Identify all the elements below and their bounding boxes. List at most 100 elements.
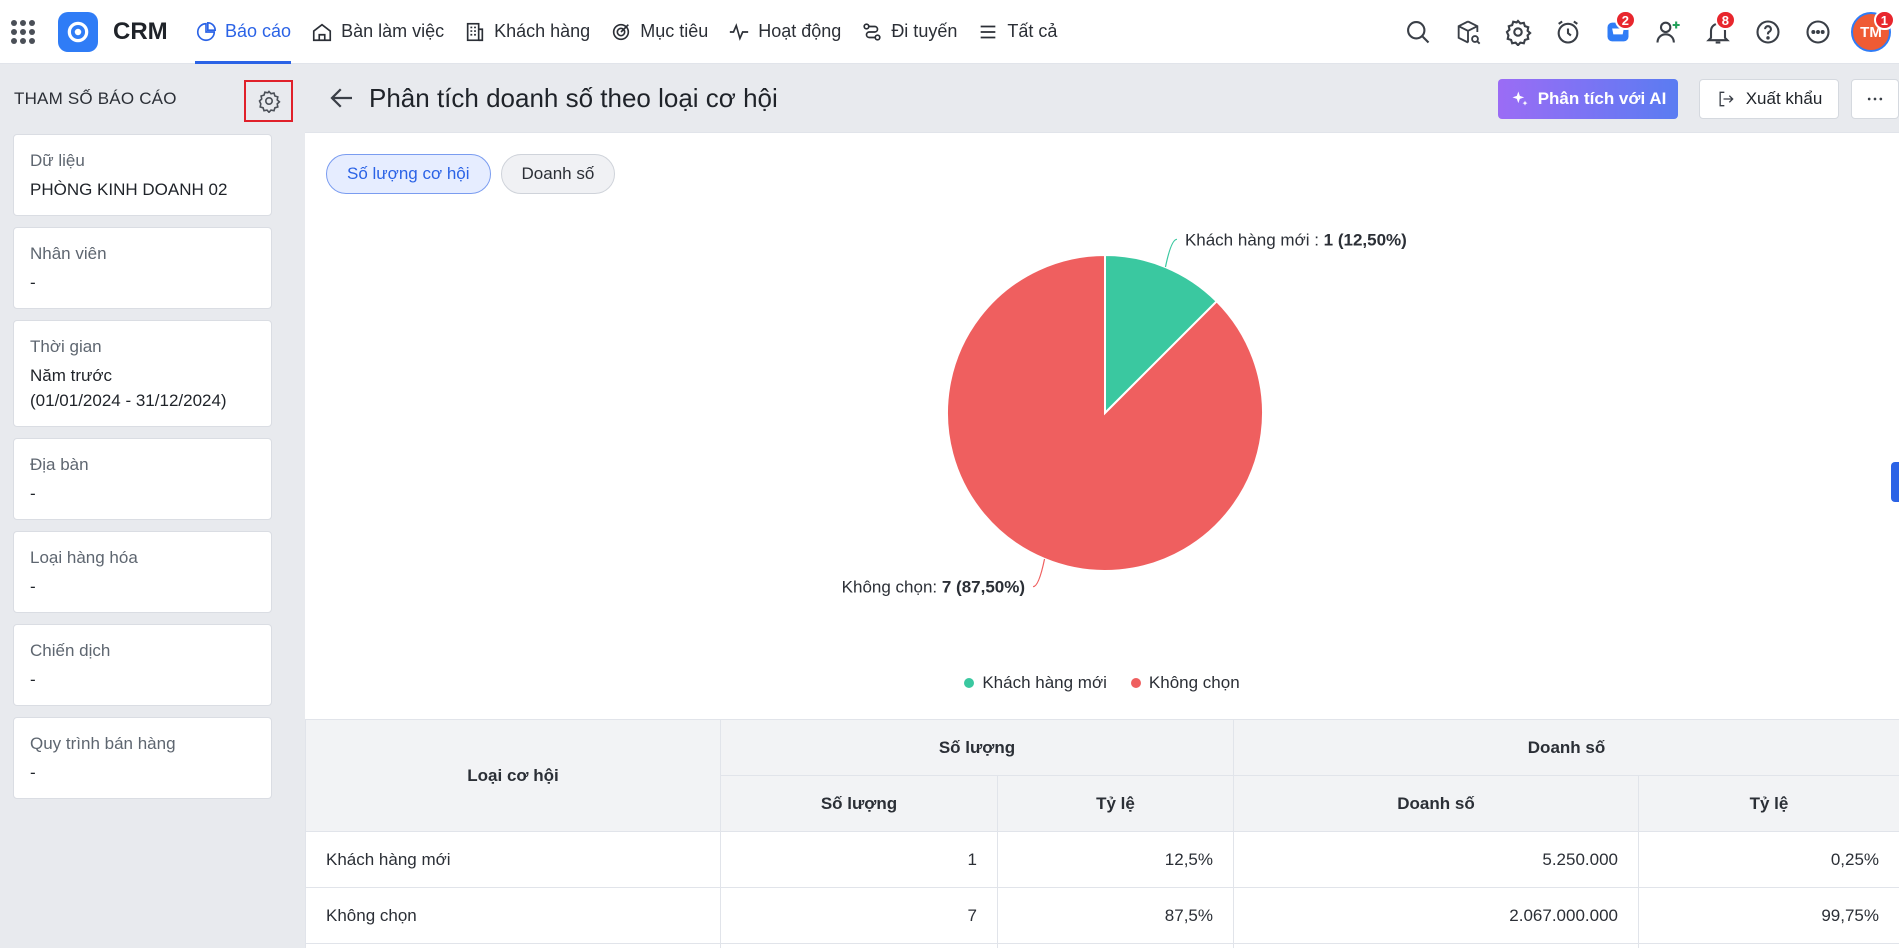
user-menu[interactable]: TM 1 [1843,0,1899,64]
legend-item-new-customer[interactable]: Khách hàng mới [964,673,1107,693]
export-icon [1719,91,1734,107]
brand-name: CRM [113,17,168,45]
nav-item-customers[interactable]: Khách hàng [454,0,600,64]
cell-quantity: 1 [720,831,998,888]
reminder-button[interactable] [1543,0,1593,64]
param-value: PHÒNG KINH DOANH 02 [30,180,228,199]
add-user-icon [1656,21,1680,43]
param-card-sales-process[interactable]: Quy trình bán hàng - [13,717,272,799]
param-value: - [30,273,36,292]
table-row[interactable]: Khách hàng mới 1 12,5% 5.250.000 0,25% [305,831,1899,888]
ai-button-label: Phân tích với AI [1537,89,1667,108]
main-nav: Báo cáo Bàn làm việc Khách hàng Mục tiêu… [185,0,1067,64]
param-label: Quy trình bán hàng [30,734,176,753]
search-icon [1407,21,1430,44]
nav-item-targets[interactable]: Mục tiêu [600,0,718,64]
app-launcher-icon[interactable] [11,19,35,44]
pie-leader-line [1164,238,1178,268]
avatar-badge: 1 [1873,10,1895,30]
cell-revenue-ratio: 0,25% [1637,831,1899,888]
sparkle-icon [1512,91,1528,106]
notifications-button[interactable]: 8 [1693,0,1743,64]
more-apps-button[interactable] [1793,0,1843,64]
param-label: Loại hàng hóa [30,548,138,567]
nav-label: Tất cả [1007,21,1058,41]
route-icon [863,22,881,41]
param-label: Chiến dịch [30,641,111,660]
target-icon [613,23,630,40]
cart-badge: 2 [1614,10,1636,30]
report-params-sidebar: THAM SỐ BÁO CÁO Dữ liệu PHÒNG KINH DOANH… [0,64,293,948]
side-drawer-handle[interactable] [1891,462,1899,502]
th-group-quantity: Số lượng [720,719,1234,776]
param-card-data[interactable]: Dữ liệu PHÒNG KINH DOANH 02 [13,134,272,216]
pie-slice[interactable] [946,253,1264,572]
param-value: - [30,577,36,596]
gear-icon [258,90,281,113]
activity-icon [730,22,749,41]
legend-swatch [964,678,975,688]
cell-type: Không chọn [305,887,721,944]
param-label: Nhân viên [30,244,107,263]
box-search-icon [1457,20,1481,45]
page-title: Phân tích doanh số theo loại cơ hội [369,82,778,113]
tab-opportunity-count[interactable]: Số lượng cơ hội [326,154,491,194]
settings-button[interactable] [1493,0,1543,64]
legend-label: Không chọn [1148,673,1240,692]
search-button[interactable] [1393,0,1443,64]
ai-analysis-button[interactable]: Phân tích với AI [1498,79,1678,119]
nav-item-routes[interactable]: Đi tuyến [851,0,967,64]
nav-item-all[interactable]: Tất cả [967,0,1067,64]
th-revenue: Doanh số [1233,775,1639,832]
param-label: Địa bàn [30,455,89,474]
nav-label: Hoạt động [758,21,842,41]
nav-label: Bàn làm việc [341,21,445,41]
param-card-campaign[interactable]: Chiến dịch - [13,624,272,706]
nav-label: Đi tuyến [891,21,958,41]
back-arrow-icon[interactable] [327,83,357,113]
sidebar-header: THAM SỐ BÁO CÁO [0,64,293,134]
table-row[interactable]: Không chọn 7 87,5% 2.067.000.000 99,75% [305,887,1899,944]
help-button[interactable] [1743,0,1793,64]
home-icon [312,23,332,41]
nav-item-activities[interactable]: Hoạt động [718,0,851,64]
nav-label: Mục tiêu [640,21,709,41]
cart-button[interactable]: 2 [1593,0,1643,64]
param-settings-button[interactable] [244,80,293,122]
nav-item-workspace[interactable]: Bàn làm việc [301,0,454,64]
cell-quantity-ratio: 12,5% [997,831,1234,888]
tab-revenue[interactable]: Doanh số [500,154,616,194]
chart-legend: Khách hàng mới Không chọn [305,673,1899,693]
nav-item-reports[interactable]: Báo cáo [185,0,301,64]
pie-chart: Khách hàng mới : 1 (12,50%) Không chọn: 7… [842,230,1407,596]
report-panel: Số lượng cơ hội Doanh số Khách hàng mới … [305,132,1899,948]
legend-item-not-selected[interactable]: Không chọn [1130,673,1240,693]
product-search-button[interactable] [1443,0,1493,64]
param-card-time[interactable]: Thời gian Năm trước (01/01/2024 - 31/12/… [13,320,272,427]
param-label: Thời gian [30,337,102,356]
cell-quantity-ratio: 87,5% [997,887,1234,944]
metric-tabs: Số lượng cơ hội Doanh số [326,154,616,194]
menu-icon [981,25,996,38]
top-icon-bar: 2 8 TM 1 [1393,0,1899,64]
cell-revenue-ratio: 99,75% [1637,887,1899,944]
table-row-partial [305,943,1899,948]
param-card-area[interactable]: Địa bàn - [13,438,272,520]
add-user-button[interactable] [1643,0,1693,64]
more-circle-icon [1806,20,1830,44]
param-value: - [30,484,36,503]
param-value-range: (01/01/2024 - 31/12/2024) [30,391,227,410]
export-button[interactable]: Xuất khẩu [1699,79,1839,119]
crm-logo-icon[interactable] [58,11,98,52]
cell-revenue: 5.250.000 [1233,831,1639,888]
more-options-button[interactable] [1851,79,1899,119]
report-table: Loại cơ hội Số lượng Doanh số Số lượng T… [305,719,1899,948]
th-revenue-ratio: Tỷ lệ [1637,775,1899,832]
gear-icon [1505,19,1532,46]
param-card-employee[interactable]: Nhân viên - [13,227,272,309]
notification-badge: 8 [1714,10,1736,30]
param-value: - [30,763,36,782]
pie-data-label: Khách hàng mới : 1 (12,50%) [1185,230,1407,249]
cell-quantity: 7 [720,887,998,944]
param-card-product-type[interactable]: Loại hàng hóa - [13,531,272,613]
